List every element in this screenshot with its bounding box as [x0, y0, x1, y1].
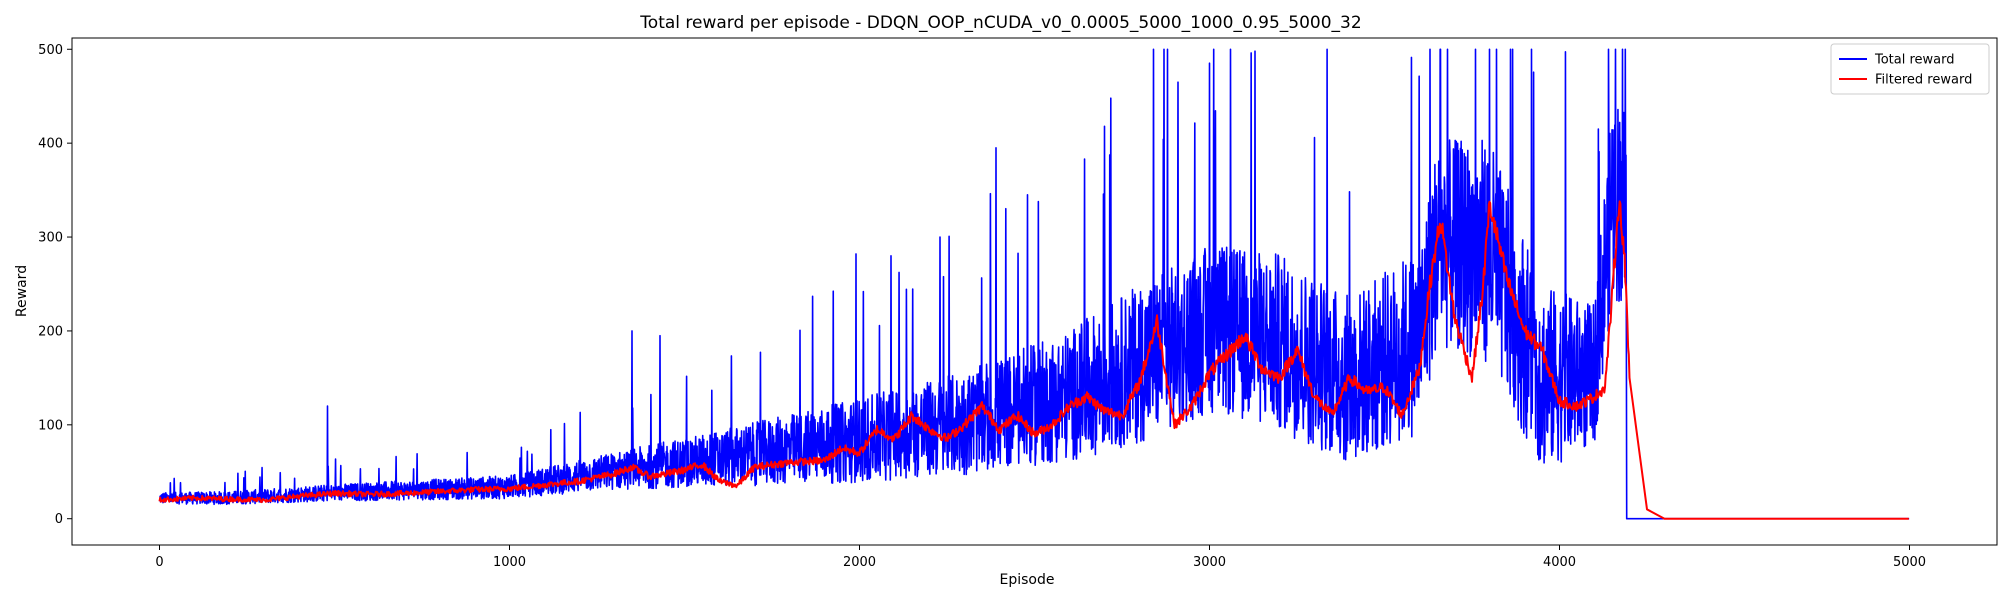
- legend-entry: Total reward: [1874, 53, 1955, 68]
- x-axis-ticks: 0 1000 2000 3000 4000 5000: [155, 545, 1926, 570]
- y-axis-ticks: 0 100 200 300 400 500: [38, 43, 72, 527]
- y-tick-label: 100: [38, 418, 63, 433]
- x-axis-label: Episode: [1000, 572, 1055, 588]
- chart-title: Total reward per episode - DDQN_OOP_nCUD…: [639, 13, 1361, 33]
- y-tick-label: 300: [38, 231, 63, 246]
- series-line-total-reward: [159, 48, 1910, 520]
- x-tick-label: 2000: [843, 555, 876, 570]
- series-line-filtered-reward: [158, 200, 1910, 520]
- y-tick-label: 400: [38, 137, 63, 152]
- x-tick-label: 4000: [1543, 555, 1576, 570]
- x-tick-label: 5000: [1893, 555, 1926, 570]
- series-layer: [158, 48, 1910, 520]
- y-axis-label: Reward: [14, 265, 30, 317]
- x-tick-label: 1000: [493, 555, 526, 570]
- y-tick-label: 500: [38, 43, 63, 58]
- x-tick-label: 0: [155, 555, 163, 570]
- plot-frame: [71, 37, 1998, 546]
- y-tick-label: 200: [38, 324, 63, 339]
- y-tick-label: 0: [55, 512, 63, 527]
- legend-entry: Filtered reward: [1875, 73, 1972, 88]
- legend-box: [1830, 43, 1990, 95]
- legend: Total reward Filtered reward: [1830, 43, 1990, 95]
- x-tick-label: 3000: [1193, 555, 1226, 570]
